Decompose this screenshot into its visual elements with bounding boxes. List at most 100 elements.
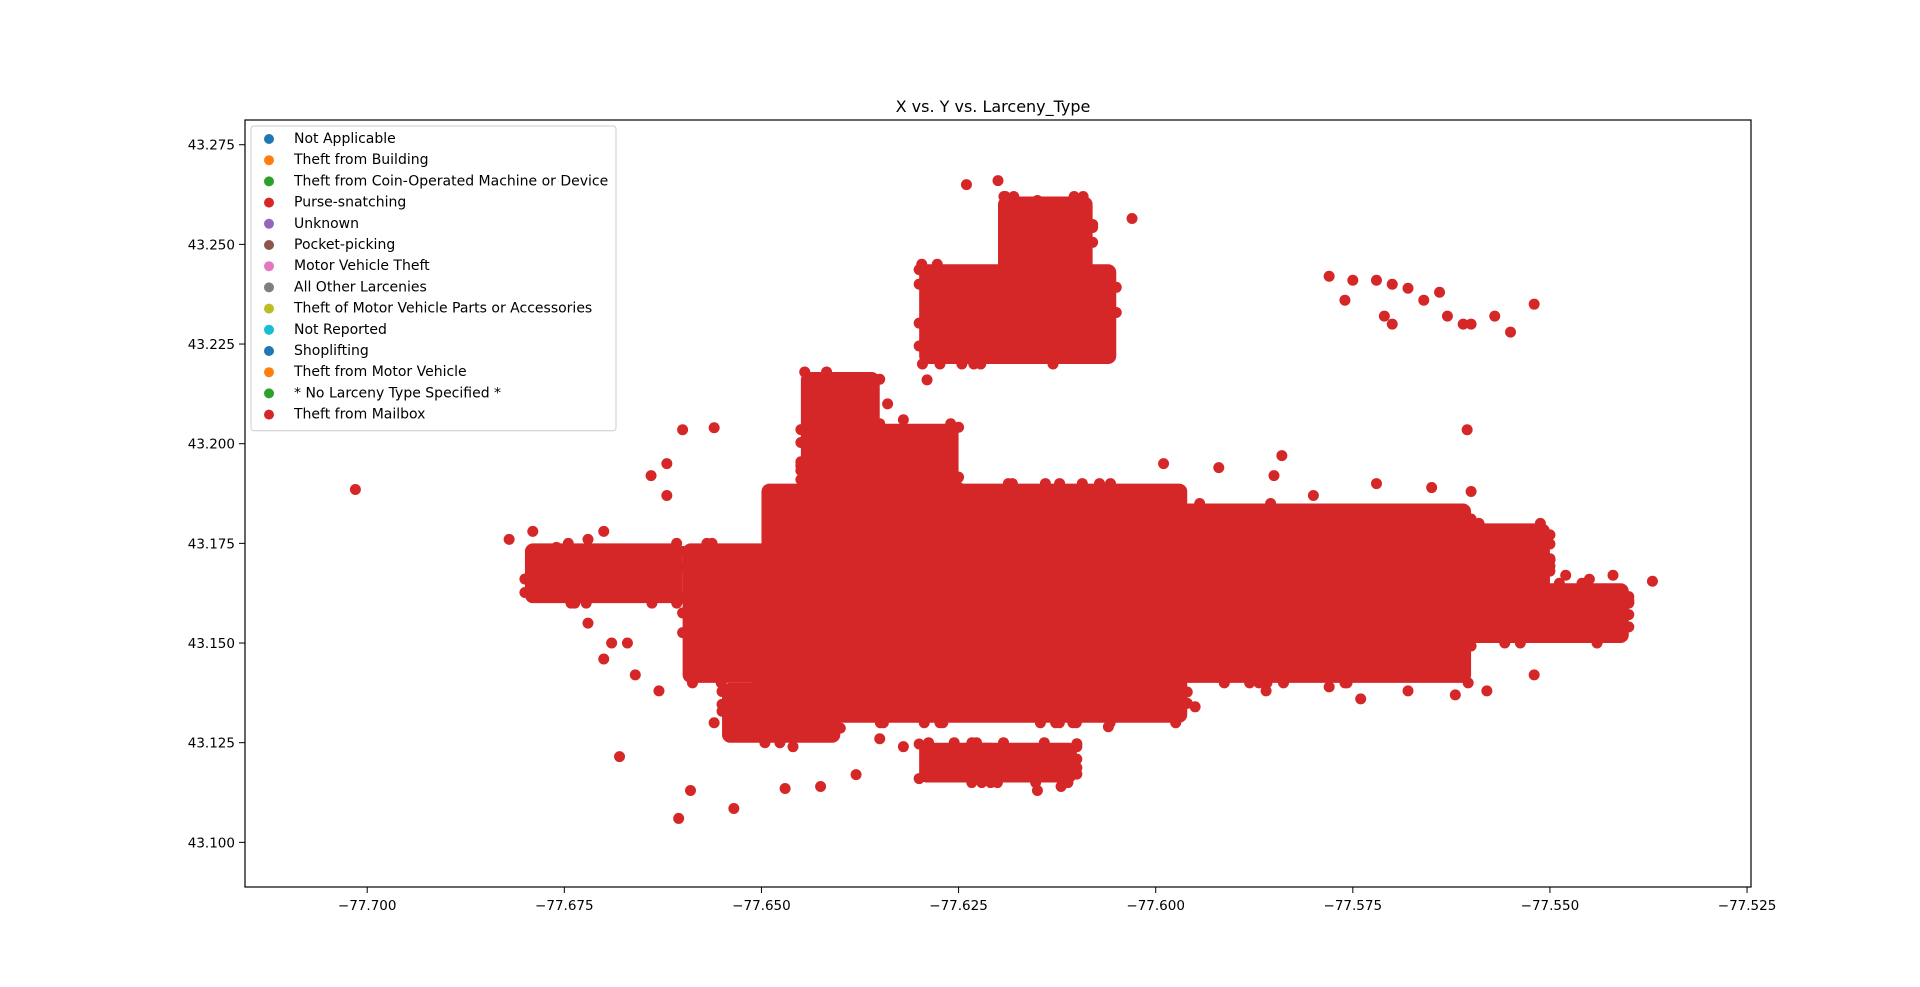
legend-marker xyxy=(264,388,274,399)
legend-label: * No Larceny Type Specified * xyxy=(294,385,501,401)
data-point-14 xyxy=(913,773,925,785)
dense-region-4 xyxy=(682,543,841,683)
data-point-45 xyxy=(1323,681,1335,693)
region-edge-point xyxy=(1332,637,1344,649)
region-edge-point xyxy=(1261,677,1273,689)
data-point-71 xyxy=(582,533,594,545)
region-edge-point xyxy=(913,317,925,329)
data-point-66 xyxy=(1461,424,1473,436)
data-point-35 xyxy=(1497,533,1509,545)
data-point-23 xyxy=(996,322,1008,334)
data-point-40 xyxy=(1528,669,1540,681)
legend-label: Not Reported xyxy=(294,322,387,338)
region-edge-point xyxy=(953,471,965,483)
data-point-41 xyxy=(1481,685,1493,697)
data-point-49 xyxy=(1071,741,1083,753)
dense-region-11 xyxy=(722,682,841,743)
data-point-20 xyxy=(992,175,1004,187)
region-edge-point xyxy=(874,436,886,448)
data-point-90 xyxy=(1473,517,1485,529)
data-point-17 xyxy=(1126,212,1138,224)
region-edge-point xyxy=(1194,498,1206,509)
data-point-3 xyxy=(550,541,562,553)
region-edge-point xyxy=(834,653,846,665)
legend-label: All Other Larcenies xyxy=(294,279,427,295)
data-point-76 xyxy=(582,617,594,629)
region-edge-point xyxy=(1059,677,1071,689)
data-point-21 xyxy=(1008,191,1020,203)
region-edge-point xyxy=(916,258,928,270)
region-edge-point xyxy=(989,677,1001,689)
region-edge-point xyxy=(1087,271,1099,283)
region-edge-point xyxy=(934,358,946,370)
region-edge-point xyxy=(580,597,592,609)
data-point-6 xyxy=(621,637,633,649)
region-edge-point xyxy=(1006,478,1018,490)
data-point-55 xyxy=(1339,294,1351,306)
region-edge-point xyxy=(1544,565,1556,577)
data-point-22 xyxy=(1031,195,1043,207)
region-edge-point xyxy=(918,717,930,729)
data-point-86 xyxy=(953,697,965,709)
region-edge-point xyxy=(779,677,791,689)
region-edge-point xyxy=(677,592,689,604)
y-tick-label: 43.225 xyxy=(188,337,235,353)
data-point-68 xyxy=(645,470,657,482)
region-edge-point xyxy=(1623,609,1635,621)
x-tick-label: −77.700 xyxy=(338,898,397,914)
data-layer xyxy=(349,175,1658,824)
legend-label: Theft of Motor Vehicle Parts or Accessor… xyxy=(293,301,592,317)
data-point-18 xyxy=(1087,218,1099,230)
legend-label: Shoplifting xyxy=(294,343,369,359)
data-point-74 xyxy=(550,581,562,593)
region-edge-point xyxy=(834,625,846,637)
data-point-69 xyxy=(661,490,673,502)
y-tick-label: 43.275 xyxy=(188,138,235,154)
data-point-19 xyxy=(960,179,972,191)
data-point-24 xyxy=(677,424,689,436)
region-edge-point xyxy=(1465,632,1477,644)
region-edge-point xyxy=(953,481,965,493)
region-edge-point xyxy=(1465,624,1477,636)
region-edge-point xyxy=(1244,677,1256,689)
data-point-80 xyxy=(708,717,720,729)
region-edge-point xyxy=(1092,677,1104,689)
data-point-91 xyxy=(1560,569,1572,581)
data-point-33 xyxy=(1307,490,1319,502)
data-point-82 xyxy=(787,741,799,753)
data-point-63 xyxy=(1489,310,1501,322)
region-edge-point xyxy=(767,537,779,549)
data-point-54 xyxy=(1402,282,1414,294)
x-tick-label: −77.675 xyxy=(535,898,594,914)
y-tick-label: 43.250 xyxy=(188,237,235,253)
data-point-10 xyxy=(728,802,740,814)
region-edge-point xyxy=(797,537,809,549)
legend-label: Unknown xyxy=(294,216,359,232)
y-axis: 43.100 43.125 43.150 43.175 43.200 43.225 43.2… xyxy=(188,138,245,851)
region-edge-point xyxy=(1277,677,1289,689)
region-edge-point xyxy=(715,677,727,689)
data-point-85 xyxy=(937,717,949,729)
data-point-81 xyxy=(740,729,752,741)
region-edge-point xyxy=(1265,498,1277,509)
data-point-11 xyxy=(779,783,791,795)
y-tick-label: 43.100 xyxy=(188,835,235,851)
region-edge-point xyxy=(1110,307,1122,319)
data-point-5 xyxy=(606,637,618,649)
x-tick-label: −77.575 xyxy=(1324,898,1383,914)
dense-region-3 xyxy=(1471,583,1629,644)
legend-label: Theft from Motor Vehicle xyxy=(293,364,467,380)
dense-region-9 xyxy=(919,264,1117,364)
dense-region-8 xyxy=(958,742,1077,783)
data-point-42 xyxy=(1449,689,1461,701)
region-edge-point xyxy=(1038,737,1050,749)
region-edge-point xyxy=(834,722,846,734)
data-point-51 xyxy=(1347,274,1359,286)
region-edge-point xyxy=(1093,478,1105,490)
legend-marker xyxy=(264,155,274,166)
legend-marker xyxy=(264,346,274,356)
x-tick-label: −77.550 xyxy=(1521,898,1580,914)
region-edge-point xyxy=(917,498,929,509)
data-point-70 xyxy=(598,525,610,537)
